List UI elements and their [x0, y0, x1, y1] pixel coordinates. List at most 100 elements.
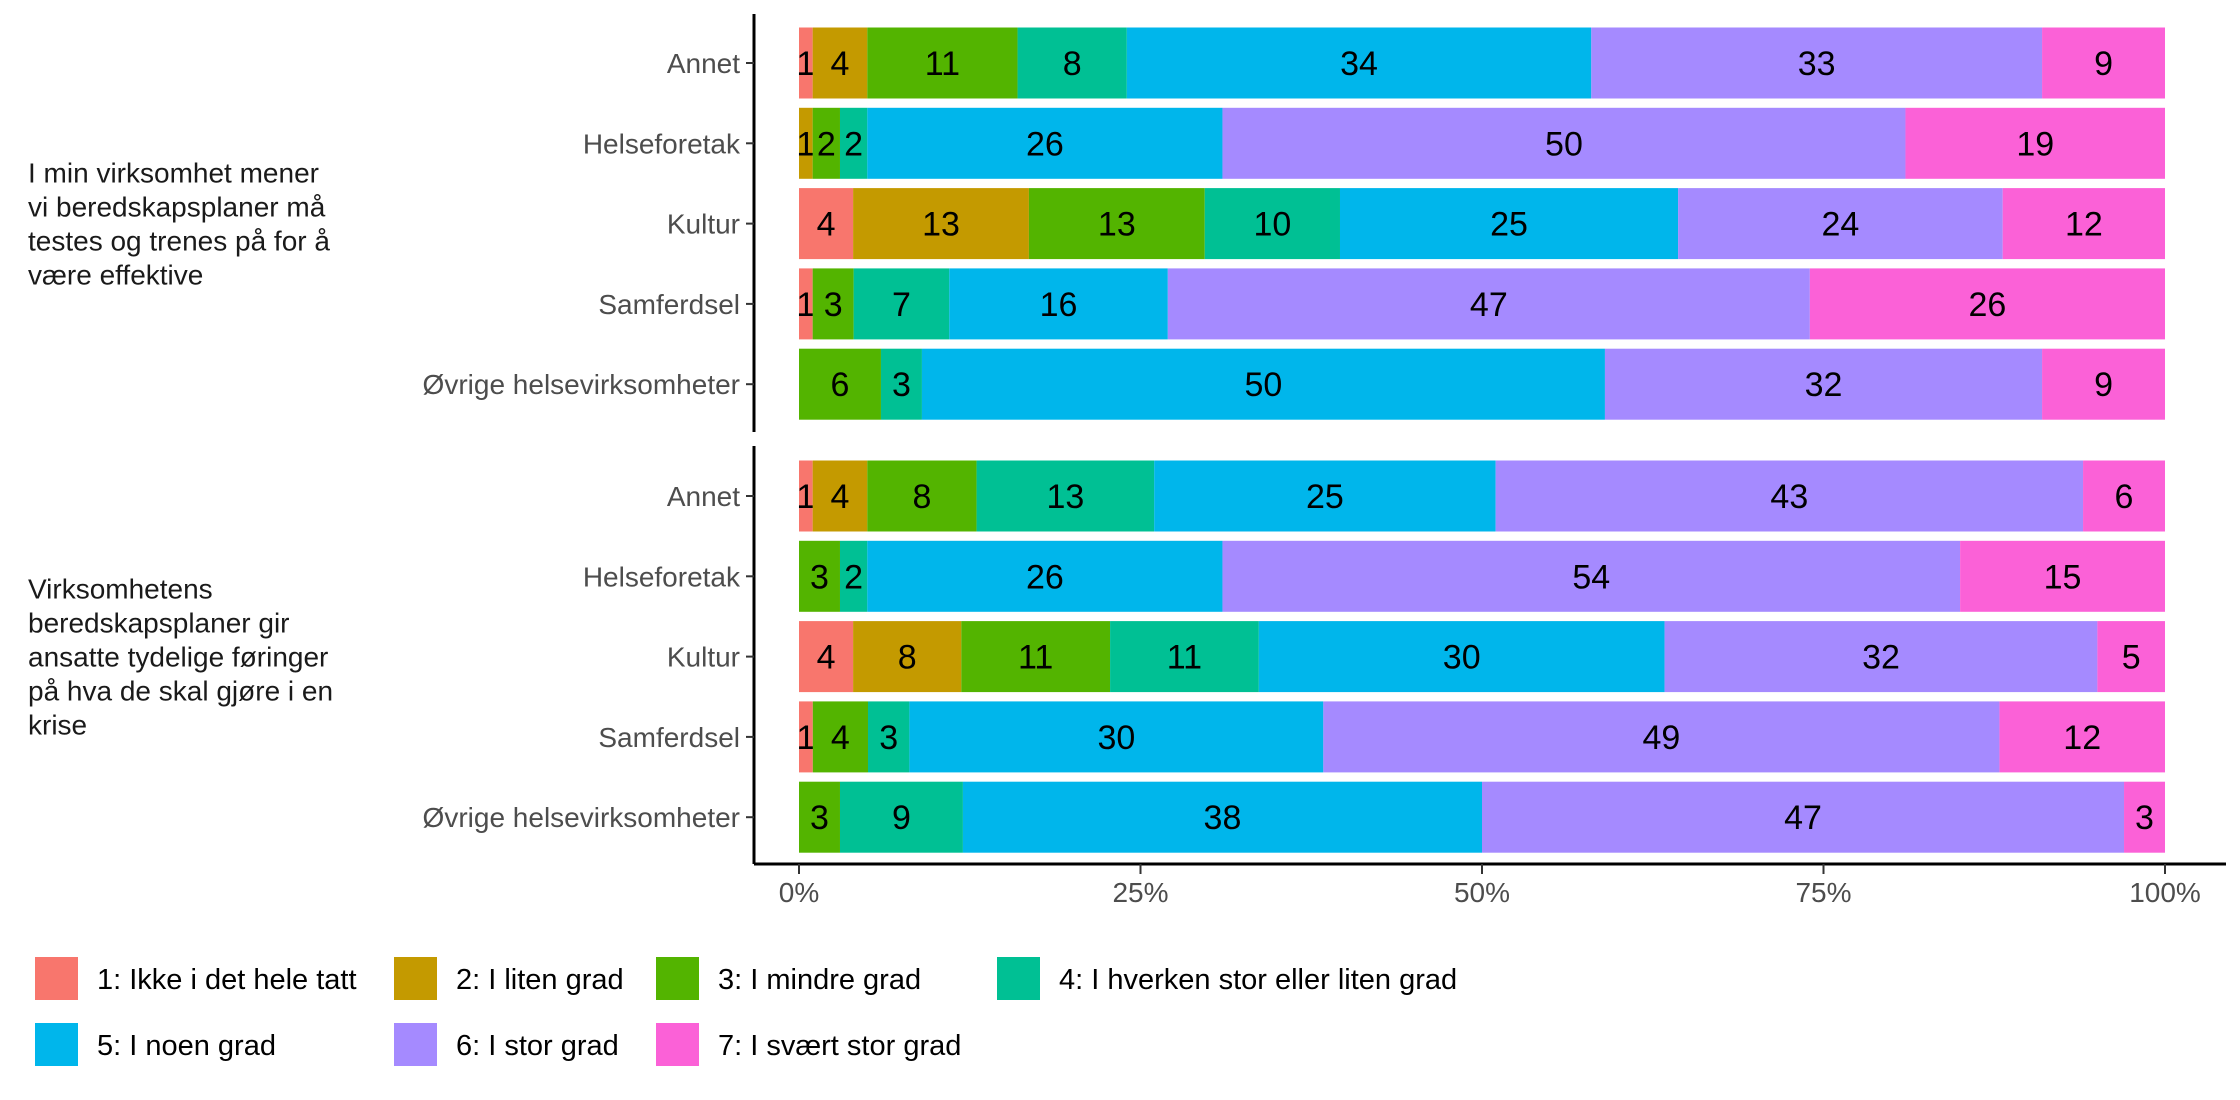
data-label: 19 [2016, 125, 2054, 163]
bar-segment [1126, 27, 1592, 99]
bar-segment [1604, 348, 2043, 420]
data-label: 26 [1026, 558, 1064, 596]
bar-segment [2097, 621, 2165, 693]
bar-segment [2042, 27, 2165, 99]
bar-segment [1678, 188, 2003, 260]
bar-segment [1809, 268, 2165, 340]
data-label: 47 [1784, 799, 1822, 837]
data-label: 7 [892, 286, 911, 324]
data-label: 16 [1040, 286, 1078, 324]
bar-segment [799, 188, 854, 260]
bar-segment [799, 348, 881, 420]
legend-swatch [394, 1023, 437, 1066]
bar-segment [1110, 621, 1259, 693]
bar-segment [1028, 188, 1205, 260]
bar-segment [2083, 460, 2165, 532]
bar-segment [799, 701, 813, 773]
x-tick-label: 25% [1112, 877, 1168, 908]
facet-label: Virksomhetens beredskapsplaner gir ansatte… [28, 574, 333, 741]
data-label: 6 [2115, 478, 2134, 516]
bar-segment [976, 460, 1155, 532]
facet-label-line: krise [28, 710, 87, 741]
legend-swatch [656, 1023, 699, 1066]
bar-segment [799, 460, 813, 532]
data-label: 4 [831, 478, 850, 516]
bar-segment [839, 107, 868, 179]
bar-segment [1339, 188, 1679, 260]
bar-segment [812, 107, 840, 179]
data-label: 4 [831, 45, 850, 83]
data-label: 54 [1572, 558, 1610, 596]
data-label: 3 [879, 719, 898, 757]
facet-label-line: ansatte tydelige føringer [28, 642, 328, 673]
data-label: 1 [796, 125, 815, 163]
data-label: 1 [796, 286, 815, 324]
data-label: 25 [1306, 478, 1344, 516]
data-label: 32 [1862, 639, 1900, 677]
data-label: 24 [1821, 206, 1859, 244]
bar-segment [799, 621, 854, 693]
legend-swatch [394, 957, 437, 1000]
facet-label: I min virksomhet mener vi beredskapsplane… [28, 158, 330, 291]
data-label: 38 [1204, 799, 1242, 837]
category-label: Øvrige helsevirksomheter [423, 802, 740, 833]
bar-segment [1258, 621, 1665, 693]
legend-swatch [997, 957, 1040, 1000]
data-label: 33 [1798, 45, 1836, 83]
x-tick-label: 50% [1454, 877, 1510, 908]
bar-segment [1222, 107, 1906, 179]
facet-label-line: testes og trenes på for å [28, 226, 330, 257]
bar-segment [2124, 781, 2165, 853]
legend-label: 1: Ikke i det hele tatt [97, 964, 357, 996]
data-label: 49 [1642, 719, 1680, 757]
data-label: 15 [2044, 558, 2082, 596]
bar-segment [812, 268, 854, 340]
data-label: 6 [831, 366, 850, 404]
bar-segment [867, 701, 910, 773]
data-label: 9 [2094, 45, 2113, 83]
data-label: 3 [892, 366, 911, 404]
bar-segment [2002, 188, 2165, 260]
facet-label-line: beredskapsplaner gir [28, 608, 290, 639]
facet-label-line: vi beredskapsplaner må [28, 192, 326, 223]
data-label: 4 [817, 639, 836, 677]
data-label: 9 [892, 799, 911, 837]
bar-segment [1591, 27, 2043, 99]
data-label: 10 [1253, 206, 1291, 244]
data-label: 8 [898, 639, 917, 677]
bar-segment [812, 27, 868, 99]
data-label: 1 [796, 719, 815, 757]
category-label: Annet [667, 48, 740, 79]
data-label: 3 [824, 286, 843, 324]
bar-segment [812, 460, 868, 532]
data-label: 11 [1167, 639, 1202, 677]
data-label: 2 [844, 558, 863, 596]
bar-segment [867, 27, 1018, 99]
x-tick-label: 75% [1795, 877, 1851, 908]
category-label: Annet [667, 481, 740, 512]
bar-segment [1905, 107, 2165, 179]
data-label: 1 [796, 45, 815, 83]
bar-segment [812, 701, 868, 773]
bar-segment [1960, 540, 2165, 612]
bar-segment [949, 268, 1168, 340]
data-label: 8 [912, 478, 931, 516]
data-label: 11 [1018, 639, 1053, 677]
legend-label: 5: I noen grad [97, 1030, 276, 1062]
legend-swatch [35, 1023, 78, 1066]
bar-segment [799, 540, 840, 612]
data-label: 47 [1470, 286, 1508, 324]
category-label: Kultur [667, 642, 740, 673]
category-label: Helseforetak [583, 561, 741, 592]
legend-label: 2: I liten grad [456, 964, 624, 996]
bar-segment [1222, 540, 1961, 612]
data-label: 25 [1490, 206, 1528, 244]
data-label: 12 [2063, 719, 2101, 757]
legend-label: 3: I mindre grad [718, 964, 921, 996]
data-label: 13 [1098, 206, 1136, 244]
data-label: 13 [1046, 478, 1084, 516]
data-label: 5 [2122, 639, 2141, 677]
data-label: 26 [1026, 125, 1064, 163]
bar-segment [962, 781, 1482, 853]
data-label: 50 [1545, 125, 1583, 163]
